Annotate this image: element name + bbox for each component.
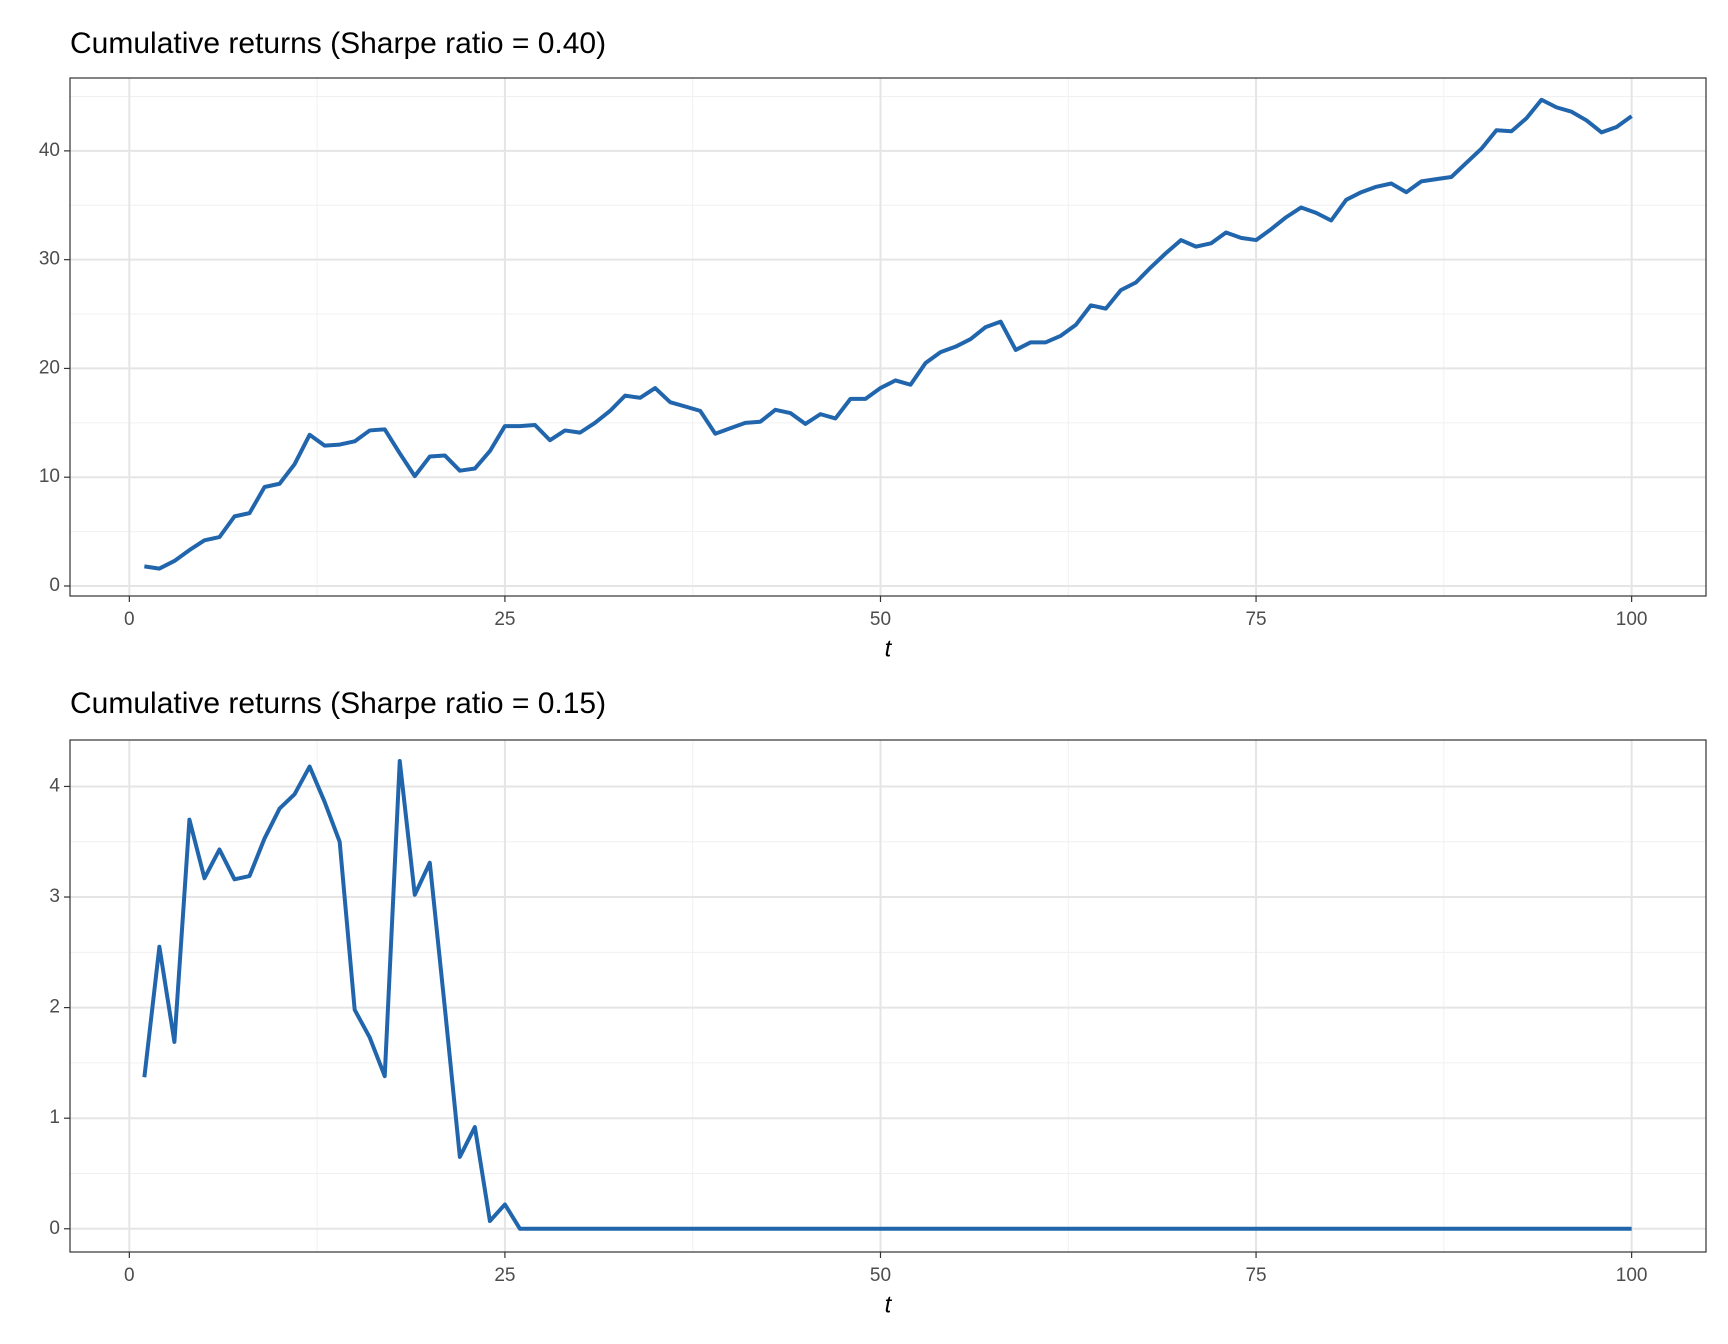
x-tick-label: 100 — [1616, 1265, 1648, 1286]
y-tick-label: 20 — [39, 357, 60, 378]
y-tick-label: 3 — [49, 886, 60, 907]
y-tick-label: 0 — [49, 575, 60, 596]
data-line — [142, 759, 1632, 1231]
x-tick-label: 75 — [1245, 1265, 1266, 1286]
y-tick-label: 40 — [39, 140, 60, 161]
x-tick-label: 100 — [1616, 609, 1648, 630]
plot-border — [69, 77, 1707, 597]
y-tick-label: 1 — [49, 1107, 60, 1128]
x-axis-label: t — [885, 635, 893, 662]
chart-title: Cumulative returns (Sharpe ratio = 0.40) — [70, 27, 606, 60]
data-line — [144, 97, 1633, 571]
y-tick-label: 30 — [39, 249, 60, 270]
x-tick-label: 0 — [124, 1265, 135, 1286]
x-tick-label: 25 — [494, 609, 515, 630]
x-tick-label: 50 — [870, 1265, 891, 1286]
y-tick-label: 2 — [49, 997, 60, 1018]
plot-background — [70, 78, 1706, 596]
y-tick-label: 0 — [49, 1218, 60, 1239]
x-tick-label: 50 — [870, 609, 891, 630]
plot-background — [70, 740, 1706, 1252]
x-tick-label: 25 — [494, 1265, 515, 1286]
y-tick-label: 10 — [39, 466, 60, 487]
x-tick-label: 0 — [124, 609, 135, 630]
x-axis-label: t — [885, 1291, 893, 1318]
x-tick-label: 75 — [1245, 609, 1266, 630]
plot-border — [69, 739, 1707, 1253]
y-tick-label: 4 — [49, 775, 60, 796]
chart-title: Cumulative returns (Sharpe ratio = 0.15) — [70, 687, 606, 720]
